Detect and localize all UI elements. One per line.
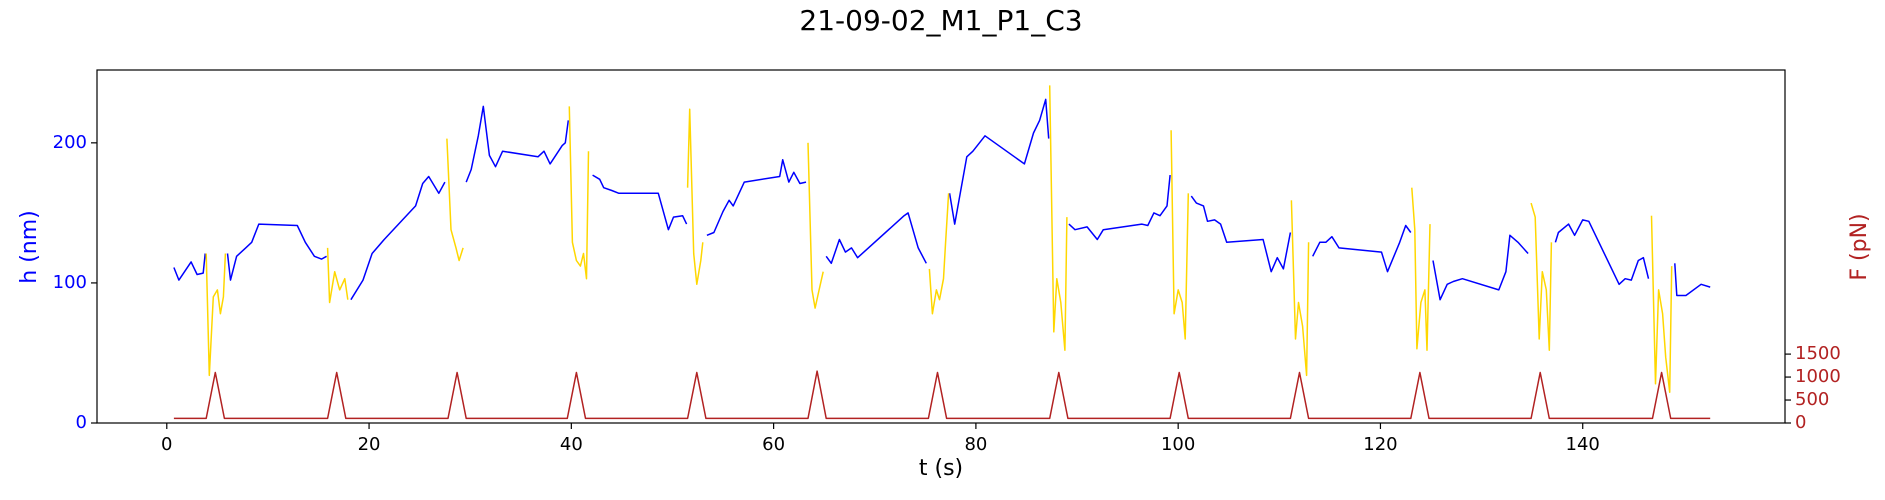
- x-tick-label: 120: [1363, 434, 1397, 455]
- y-tick-label: 0: [76, 412, 87, 433]
- data-line: [205, 85, 1673, 393]
- x-tick-label: 100: [1161, 434, 1195, 455]
- x-tick-label: 20: [358, 434, 381, 455]
- y2-tick-label: 1000: [1795, 366, 1841, 387]
- y-tick-label: 100: [53, 272, 87, 293]
- y-axis-label: h (nm): [17, 210, 42, 283]
- x-tick-label: 80: [964, 434, 987, 455]
- x-tick-label: 140: [1566, 434, 1600, 455]
- x-axis-label: t (s): [919, 456, 963, 481]
- x-tick-label: 0: [161, 434, 172, 455]
- y-tick-label: 200: [53, 132, 87, 153]
- data-line: [173, 370, 1711, 420]
- data-line: [173, 98, 1711, 301]
- y2-tick-label: 0: [1795, 412, 1806, 433]
- plot-frame: [96, 69, 1786, 424]
- x-tick-label: 40: [560, 434, 583, 455]
- y2-axis-label: F (pN): [1847, 213, 1872, 280]
- x-tick-label: 60: [762, 434, 785, 455]
- y2-tick-label: 1500: [1795, 343, 1841, 364]
- chart-title: 21-09-02_M1_P1_C3: [799, 4, 1082, 37]
- y2-tick-label: 500: [1795, 389, 1829, 410]
